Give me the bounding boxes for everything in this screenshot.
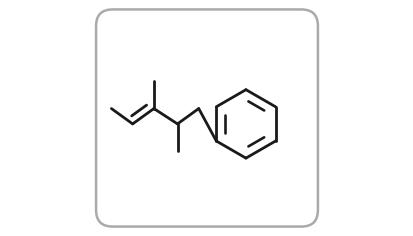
FancyBboxPatch shape — [96, 9, 317, 227]
